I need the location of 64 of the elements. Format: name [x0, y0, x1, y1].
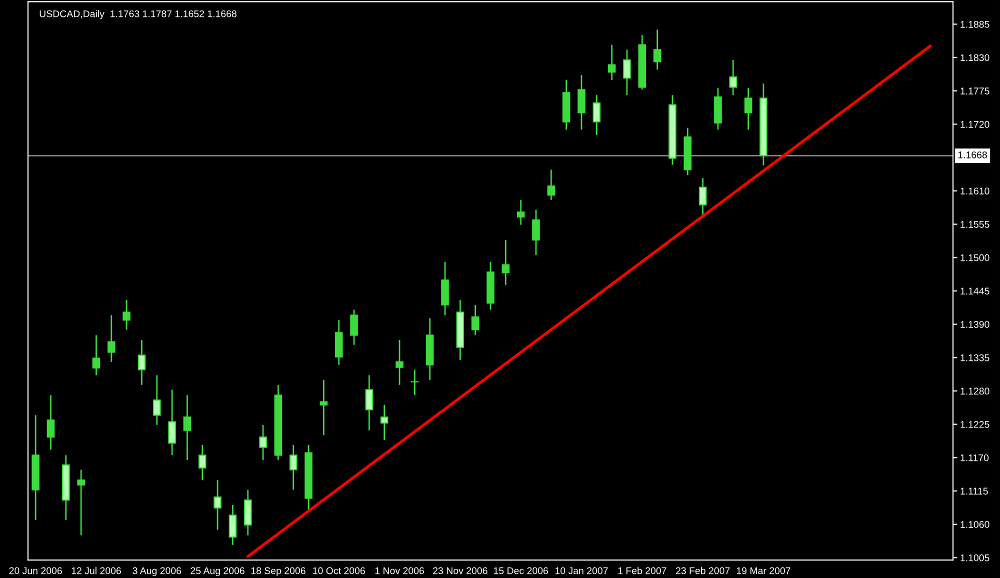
candlestick	[228, 504, 237, 546]
x-tick-label: 1 Feb 2007	[618, 567, 666, 574]
y-tick-label: 1.1720	[960, 120, 990, 128]
candlestick	[214, 479, 222, 530]
x-tick-label: 3 Aug 2006	[132, 567, 182, 576]
candlestick	[350, 309, 358, 346]
x-tick-label: 10 Jan 2007	[555, 567, 608, 574]
candlestick	[380, 404, 388, 441]
candlestick	[289, 444, 298, 490]
y-tick-label: 1.1115	[960, 488, 988, 495]
x-tick-label: 10 Oct 2006	[313, 567, 365, 574]
y-tick-label: 1.1060	[960, 521, 990, 528]
x-tick-label: 23 Nov 2006	[433, 567, 488, 574]
candlestick	[592, 94, 601, 136]
candlestick	[46, 394, 55, 450]
candlestick	[108, 314, 116, 363]
candlestick	[729, 59, 738, 96]
candlestick	[516, 199, 525, 226]
candlestick	[168, 389, 176, 456]
candlestick	[259, 424, 267, 461]
y-tick-label: 1.1830	[960, 54, 990, 62]
candlestick	[183, 394, 192, 461]
y-tick-label: 1.1885	[960, 20, 990, 28]
ref-line-label: 1.1668	[958, 151, 987, 158]
y-tick-label: 1.1445	[960, 288, 990, 295]
y-tick-label: 1.1005	[960, 554, 990, 562]
x-tick-label: 20 Jun 2006	[9, 567, 62, 574]
y-tick-label: 1.1170	[960, 454, 989, 462]
x-tick-label: 15 Dec 2006	[494, 567, 548, 574]
candlestick	[653, 28, 662, 70]
y-tick-label: 1.1225	[960, 421, 990, 428]
candlestick	[77, 469, 85, 536]
candlestick	[608, 44, 616, 81]
candlestick	[744, 87, 752, 130]
candlestick	[365, 374, 374, 432]
candlestick	[532, 208, 540, 256]
candlestick	[410, 369, 419, 396]
candlestick	[578, 74, 586, 130]
x-tick-label: 18 Sep 2006	[251, 567, 306, 576]
candlestick	[396, 339, 404, 386]
candlestick	[698, 177, 707, 219]
y-tick-label: 1.1280	[960, 388, 990, 395]
x-tick-label: 25 Aug 2006	[190, 567, 244, 576]
candlestick	[320, 379, 328, 436]
candlestick	[138, 339, 146, 386]
candlestick	[198, 444, 206, 481]
x-tick-label: 23 Feb 2007	[676, 567, 730, 574]
y-tick-label: 1.1390	[960, 320, 990, 328]
candlestick	[471, 304, 480, 336]
candlestick	[502, 239, 510, 286]
y-tick-label: 1.1335	[960, 354, 990, 362]
x-tick-label: 19 Mar 2007	[736, 567, 790, 574]
y-tick-label: 1.1775	[960, 88, 990, 94]
candlestick	[92, 334, 100, 376]
candlestick	[122, 299, 130, 330]
candlestick	[547, 168, 556, 201]
y-tick-label: 1.1555	[960, 221, 990, 228]
y-tick-label: 1.1610	[960, 188, 990, 194]
candlestick	[153, 374, 161, 426]
text: USDCAD,Daily 1.1763 1.1787 1.1652 1.1668	[40, 10, 236, 20]
x-tick-label: 1 Nov 2006	[375, 567, 424, 574]
candlestick	[623, 48, 631, 96]
y-tick-label: 1.1500	[960, 254, 990, 262]
x-tick-label: 12 Jul 2006	[72, 567, 121, 574]
